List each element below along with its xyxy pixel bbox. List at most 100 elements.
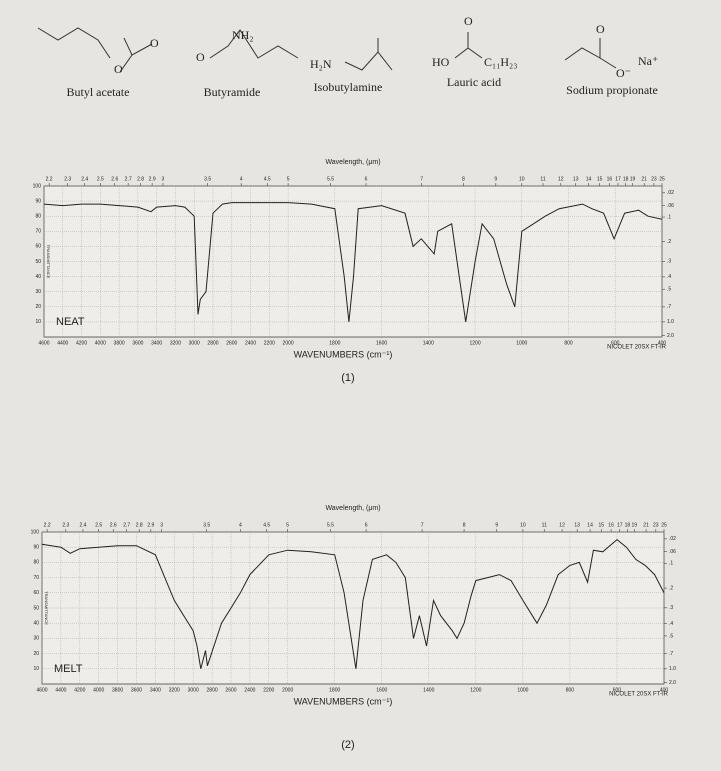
x-tick-label: 2800 <box>207 340 218 346</box>
x-tick-label: 3000 <box>189 340 200 346</box>
x2-tick-label: 21 <box>641 176 647 182</box>
x2-tick-label: 5.5 <box>327 176 334 182</box>
molecule-name: Butyramide <box>204 85 261 99</box>
y2-tick-label: .4 <box>667 274 671 280</box>
x-tick-label: 1000 <box>516 340 527 346</box>
y-tick-label: 40 <box>33 621 39 627</box>
x-tick-label: 2600 <box>225 687 236 693</box>
x-tick-label: 1800 <box>329 340 340 346</box>
x2-tick-label: 19 <box>632 522 638 528</box>
x2-tick-label: 11 <box>542 522 547 528</box>
instrument-label: NICOLET 20SX FT-IR <box>607 345 667 351</box>
x2-tick-label: 6 <box>365 522 368 528</box>
caption: (1) <box>341 372 354 384</box>
x2-tick-label: 2.9 <box>147 522 154 528</box>
x-tick-label: 600 <box>611 340 620 346</box>
x-tick-label: 4400 <box>55 687 66 693</box>
x2-tick-label: 25 <box>661 522 667 528</box>
x2-tick-label: 9 <box>494 176 497 182</box>
x2-tick-label: 2.4 <box>81 176 88 182</box>
y2-tick-label: 1.0 <box>669 666 676 672</box>
instrument-label: NICOLET 20SX FT-IR <box>609 692 669 698</box>
x2-tick-label: 15 <box>599 522 605 528</box>
x2-tick-label: 2.8 <box>137 176 144 182</box>
x-tick-label: 4000 <box>93 687 104 693</box>
x2-tick-label: 23 <box>651 176 657 182</box>
atom: O <box>150 36 159 50</box>
x-tick-label: 3200 <box>169 687 180 693</box>
y-tick-label: 10 <box>35 319 41 325</box>
y2-tick-label: .06 <box>669 549 676 555</box>
y2-tick-label: .5 <box>667 287 671 293</box>
x-tick-label: 400 <box>660 687 669 693</box>
y2-tick-label: .2 <box>669 585 673 591</box>
molecule-name: Sodium propionate <box>566 83 658 97</box>
x-tick-label: 4200 <box>76 340 87 346</box>
molecule-name: Lauric acid <box>447 75 501 89</box>
y2-tick-label: .3 <box>667 259 671 265</box>
x2-tick-label: 17 <box>615 176 621 182</box>
y2-tick-label: 2.0 <box>667 333 674 339</box>
x2-tick-label: 2.6 <box>110 522 117 528</box>
x2-tick-label: 16 <box>608 522 614 528</box>
x2-tick-label: 2.9 <box>149 176 156 182</box>
x2-tick-label: 10 <box>520 522 526 528</box>
y-tick-label: 30 <box>33 636 39 642</box>
x2-tick-label: 2.4 <box>79 522 86 528</box>
y2-tick-label: .5 <box>669 633 673 639</box>
y-tick-label: 30 <box>35 289 41 295</box>
x2-axis-label: Wavelength, (μm) <box>325 159 380 166</box>
x2-tick-label: 11 <box>540 176 545 182</box>
x2-tick-label: 9 <box>495 522 498 528</box>
x2-tick-label: 16 <box>607 176 613 182</box>
x-tick-label: 4000 <box>95 340 106 346</box>
x-tick-label: 2000 <box>283 340 294 346</box>
y2-tick-label: .2 <box>667 239 671 245</box>
y-tick-label: 60 <box>33 590 39 596</box>
x-tick-label: 1400 <box>423 687 434 693</box>
y-tick-label: 10 <box>33 666 39 672</box>
bond <box>564 47 617 69</box>
x2-tick-label: 12 <box>558 176 564 182</box>
x2-tick-label: 2.7 <box>123 522 130 528</box>
x2-tick-label: 18 <box>625 522 631 528</box>
x-tick-label: 2600 <box>226 340 237 346</box>
y2-tick-label: .7 <box>667 304 671 310</box>
y2-tick-label: .02 <box>669 536 676 542</box>
y2-tick-label: .3 <box>669 605 673 611</box>
y-axis-label: TRANSMITTANCE <box>44 591 49 625</box>
x2-tick-label: 7 <box>421 522 424 528</box>
x-tick-label: 2200 <box>263 687 274 693</box>
x-tick-label: 600 <box>613 687 622 693</box>
x2-tick-label: 2.6 <box>111 176 118 182</box>
x-tick-label: 3400 <box>151 340 162 346</box>
x2-tick-label: 7 <box>420 176 423 182</box>
x-tick-label: 3800 <box>112 687 123 693</box>
x2-tick-label: 25 <box>659 176 665 182</box>
x2-tick-label: 17 <box>617 522 623 528</box>
molecule-name: Isobutylamine <box>314 80 383 94</box>
sample-label: NEAT <box>56 316 85 328</box>
atom: NH₂ <box>232 28 254 42</box>
atom: O⁻ <box>616 66 631 80</box>
x-tick-label: 4600 <box>36 687 47 693</box>
x-tick-label: 1800 <box>329 687 340 693</box>
x-tick-label: 4600 <box>38 340 49 346</box>
bond <box>454 47 483 59</box>
atom: O <box>464 14 473 28</box>
x2-tick-label: 12 <box>559 522 565 528</box>
x2-tick-label: 8 <box>462 176 465 182</box>
y-axis-label: TRANSMITTANCE <box>46 245 51 279</box>
y-tick-label: 60 <box>35 244 41 250</box>
x2-tick-label: 10 <box>519 176 525 182</box>
x-tick-label: 400 <box>658 340 667 346</box>
x2-tick-label: 3 <box>160 522 163 528</box>
x-tick-label: 3600 <box>131 687 142 693</box>
y-tick-label: 80 <box>33 560 39 566</box>
x-tick-label: 1600 <box>376 687 387 693</box>
y-tick-label: 100 <box>31 529 40 535</box>
x2-tick-label: 4.5 <box>263 522 270 528</box>
y-tick-label: 20 <box>35 304 41 310</box>
